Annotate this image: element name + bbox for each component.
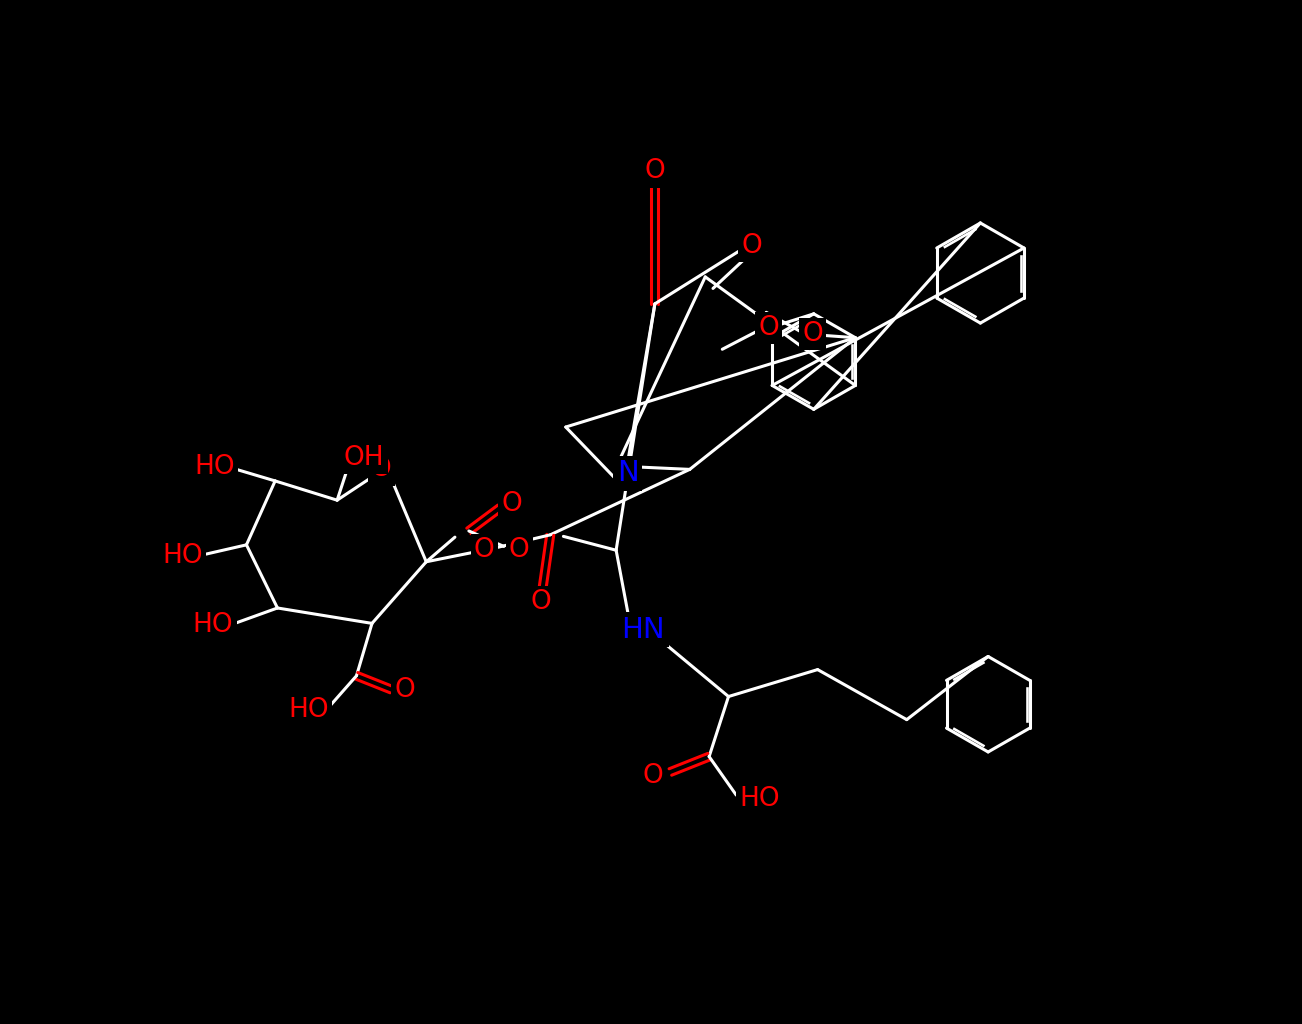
Text: O: O [395, 677, 415, 702]
Text: HO: HO [288, 697, 329, 723]
Text: N: N [617, 459, 638, 487]
Text: O: O [643, 763, 664, 788]
Text: O: O [474, 538, 495, 563]
Text: O: O [802, 321, 823, 347]
Text: HO: HO [193, 612, 233, 638]
Text: HO: HO [740, 786, 780, 812]
Text: O: O [644, 159, 665, 184]
Text: O: O [759, 314, 779, 341]
Text: O: O [501, 492, 522, 517]
Text: HO: HO [163, 543, 203, 568]
Text: HO: HO [194, 454, 234, 480]
Text: O: O [371, 457, 392, 482]
Text: O: O [509, 538, 530, 563]
Text: HN: HN [621, 615, 665, 643]
Text: O: O [531, 589, 551, 614]
Text: OH: OH [344, 444, 384, 471]
Text: O: O [741, 233, 762, 259]
